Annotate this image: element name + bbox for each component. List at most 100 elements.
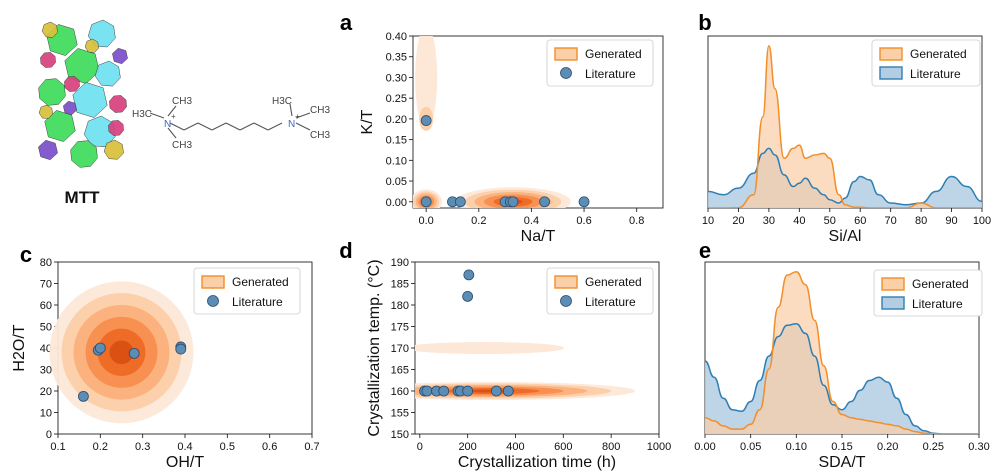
x-tick-label: 0.4 xyxy=(177,441,192,453)
y-tick-label: 190 xyxy=(391,257,409,269)
x-tick-label: 70 xyxy=(885,215,897,227)
sda-label: H3C xyxy=(272,96,292,107)
x-tick-label: 100 xyxy=(973,215,991,227)
x-axis-label: Na/T xyxy=(521,228,556,245)
literature-point xyxy=(462,385,474,397)
x-tick-label: 0.30 xyxy=(968,441,989,453)
literature-point xyxy=(507,196,519,208)
literature-point xyxy=(454,196,466,208)
legend-label-literature: Literature xyxy=(232,295,283,309)
legend-label-literature: Literature xyxy=(585,295,636,309)
polyhedron-cage xyxy=(83,115,116,148)
x-tick-label: 0.6 xyxy=(576,215,591,227)
polyhedron-cage xyxy=(44,110,76,142)
x-tick-label: 0.8 xyxy=(629,215,644,227)
x-tick-label: 30 xyxy=(763,215,775,227)
panel-b: 10 20 30 40 50 60 70 80 90 100 Si/Al b Generated Lite… xyxy=(698,10,991,245)
y-tick-label: 0.05 xyxy=(386,176,407,188)
x-tick-label: 1000 xyxy=(647,441,671,453)
generated-density-fill xyxy=(705,271,979,434)
generated-kde-contour xyxy=(415,342,565,354)
panel-a: 0.0 0.2 0.4 0.6 0.8 0.00 0.05 0.10 0.15 0.20 0.25 0… xyxy=(340,10,664,245)
x-tick-label: 800 xyxy=(602,441,620,453)
y-tick-label: 0.30 xyxy=(386,72,407,84)
polyhedron-cage xyxy=(38,78,66,106)
generated-density-line xyxy=(708,44,982,208)
panel-letter: a xyxy=(340,10,353,35)
x-tick-label: 90 xyxy=(945,215,957,227)
generated-density-fill xyxy=(708,45,982,208)
polyhedron-cage xyxy=(41,21,58,38)
x-tick-label: 0.20 xyxy=(877,441,898,453)
polyhedron-cage xyxy=(108,120,124,136)
polyhedron-cage xyxy=(64,76,80,92)
y-tick-label: 10 xyxy=(40,408,52,420)
sda-label: H3C xyxy=(132,109,152,120)
y-tick-label: 0.20 xyxy=(386,114,407,126)
y-axis-label: K/T xyxy=(359,109,376,134)
framework-illustration: MTT xyxy=(38,18,128,207)
literature-point xyxy=(128,347,140,359)
legend-swatch-generated xyxy=(881,277,905,291)
legend-label-generated: Generated xyxy=(585,47,642,61)
x-tick-label: 80 xyxy=(915,215,927,227)
y-tick-label: 0.35 xyxy=(386,52,407,64)
y-tick-label: 50 xyxy=(40,322,52,334)
sda-label: CH3 xyxy=(310,105,330,116)
x-tick-label: 0.00 xyxy=(694,441,715,453)
literature-point xyxy=(78,390,89,402)
literature-point xyxy=(578,196,590,208)
x-tick-label: 0.2 xyxy=(93,441,108,453)
sda-label: CH3 xyxy=(172,140,192,151)
polyhedron-cage xyxy=(72,82,108,118)
x-tick-label: 0 xyxy=(417,441,423,453)
polyhedron-cage xyxy=(40,52,56,68)
x-tick-label: 400 xyxy=(506,441,524,453)
x-tick-label: 0.10 xyxy=(786,441,807,453)
legend-marker-literature xyxy=(560,295,572,307)
y-tick-label: 175 xyxy=(391,322,409,334)
framework-label: MTT xyxy=(65,188,101,207)
polyhedron-cage xyxy=(70,140,98,168)
x-axis-label: Crystallization time (h) xyxy=(458,454,616,471)
sda-charge: + xyxy=(295,112,300,121)
panel-letter: e xyxy=(699,238,711,263)
panel-letter: c xyxy=(20,242,32,267)
x-tick-label: 50 xyxy=(824,215,836,227)
x-tick-label: 0.0 xyxy=(419,215,434,227)
literature-point xyxy=(490,385,502,397)
panel-letter: b xyxy=(698,10,711,35)
sda-nitrogen: N xyxy=(288,119,295,130)
generated-kde-contour xyxy=(109,340,134,365)
literature-point xyxy=(94,342,106,354)
sda-nitrogen: N xyxy=(164,119,171,130)
y-tick-label: 0.00 xyxy=(386,197,407,209)
legend-swatch-generated xyxy=(554,275,578,289)
x-tick-label: 0.25 xyxy=(923,441,944,453)
legend-swatch-generated xyxy=(554,47,578,61)
legend-label-generated: Generated xyxy=(232,275,289,289)
y-tick-label: 180 xyxy=(391,300,409,312)
y-tick-label: 0 xyxy=(46,429,52,441)
literature-point xyxy=(420,115,432,126)
x-tick-label: 0.5 xyxy=(220,441,235,453)
legend-marker-literature xyxy=(560,67,572,79)
density-layer xyxy=(708,44,982,208)
x-tick-label: 0.15 xyxy=(831,441,852,453)
x-tick-label: 0.05 xyxy=(740,441,761,453)
x-tick-label: 0.3 xyxy=(135,441,150,453)
y-tick-label: 80 xyxy=(40,257,52,269)
x-tick-label: 40 xyxy=(793,215,805,227)
literature-point xyxy=(502,385,514,397)
sda-label: CH3 xyxy=(172,96,192,107)
polyhedron-cage xyxy=(94,60,121,87)
polyhedron-cage xyxy=(63,100,77,116)
literature-point xyxy=(175,343,187,355)
legend-label-generated: Generated xyxy=(912,277,969,291)
x-tick-label: 60 xyxy=(854,215,866,227)
y-tick-label: 40 xyxy=(40,343,52,355)
generated-density-line xyxy=(705,270,979,434)
legend-label-literature: Literature xyxy=(585,67,636,81)
legend-label-generated: Generated xyxy=(585,275,642,289)
legend-swatch-literature xyxy=(879,66,903,80)
